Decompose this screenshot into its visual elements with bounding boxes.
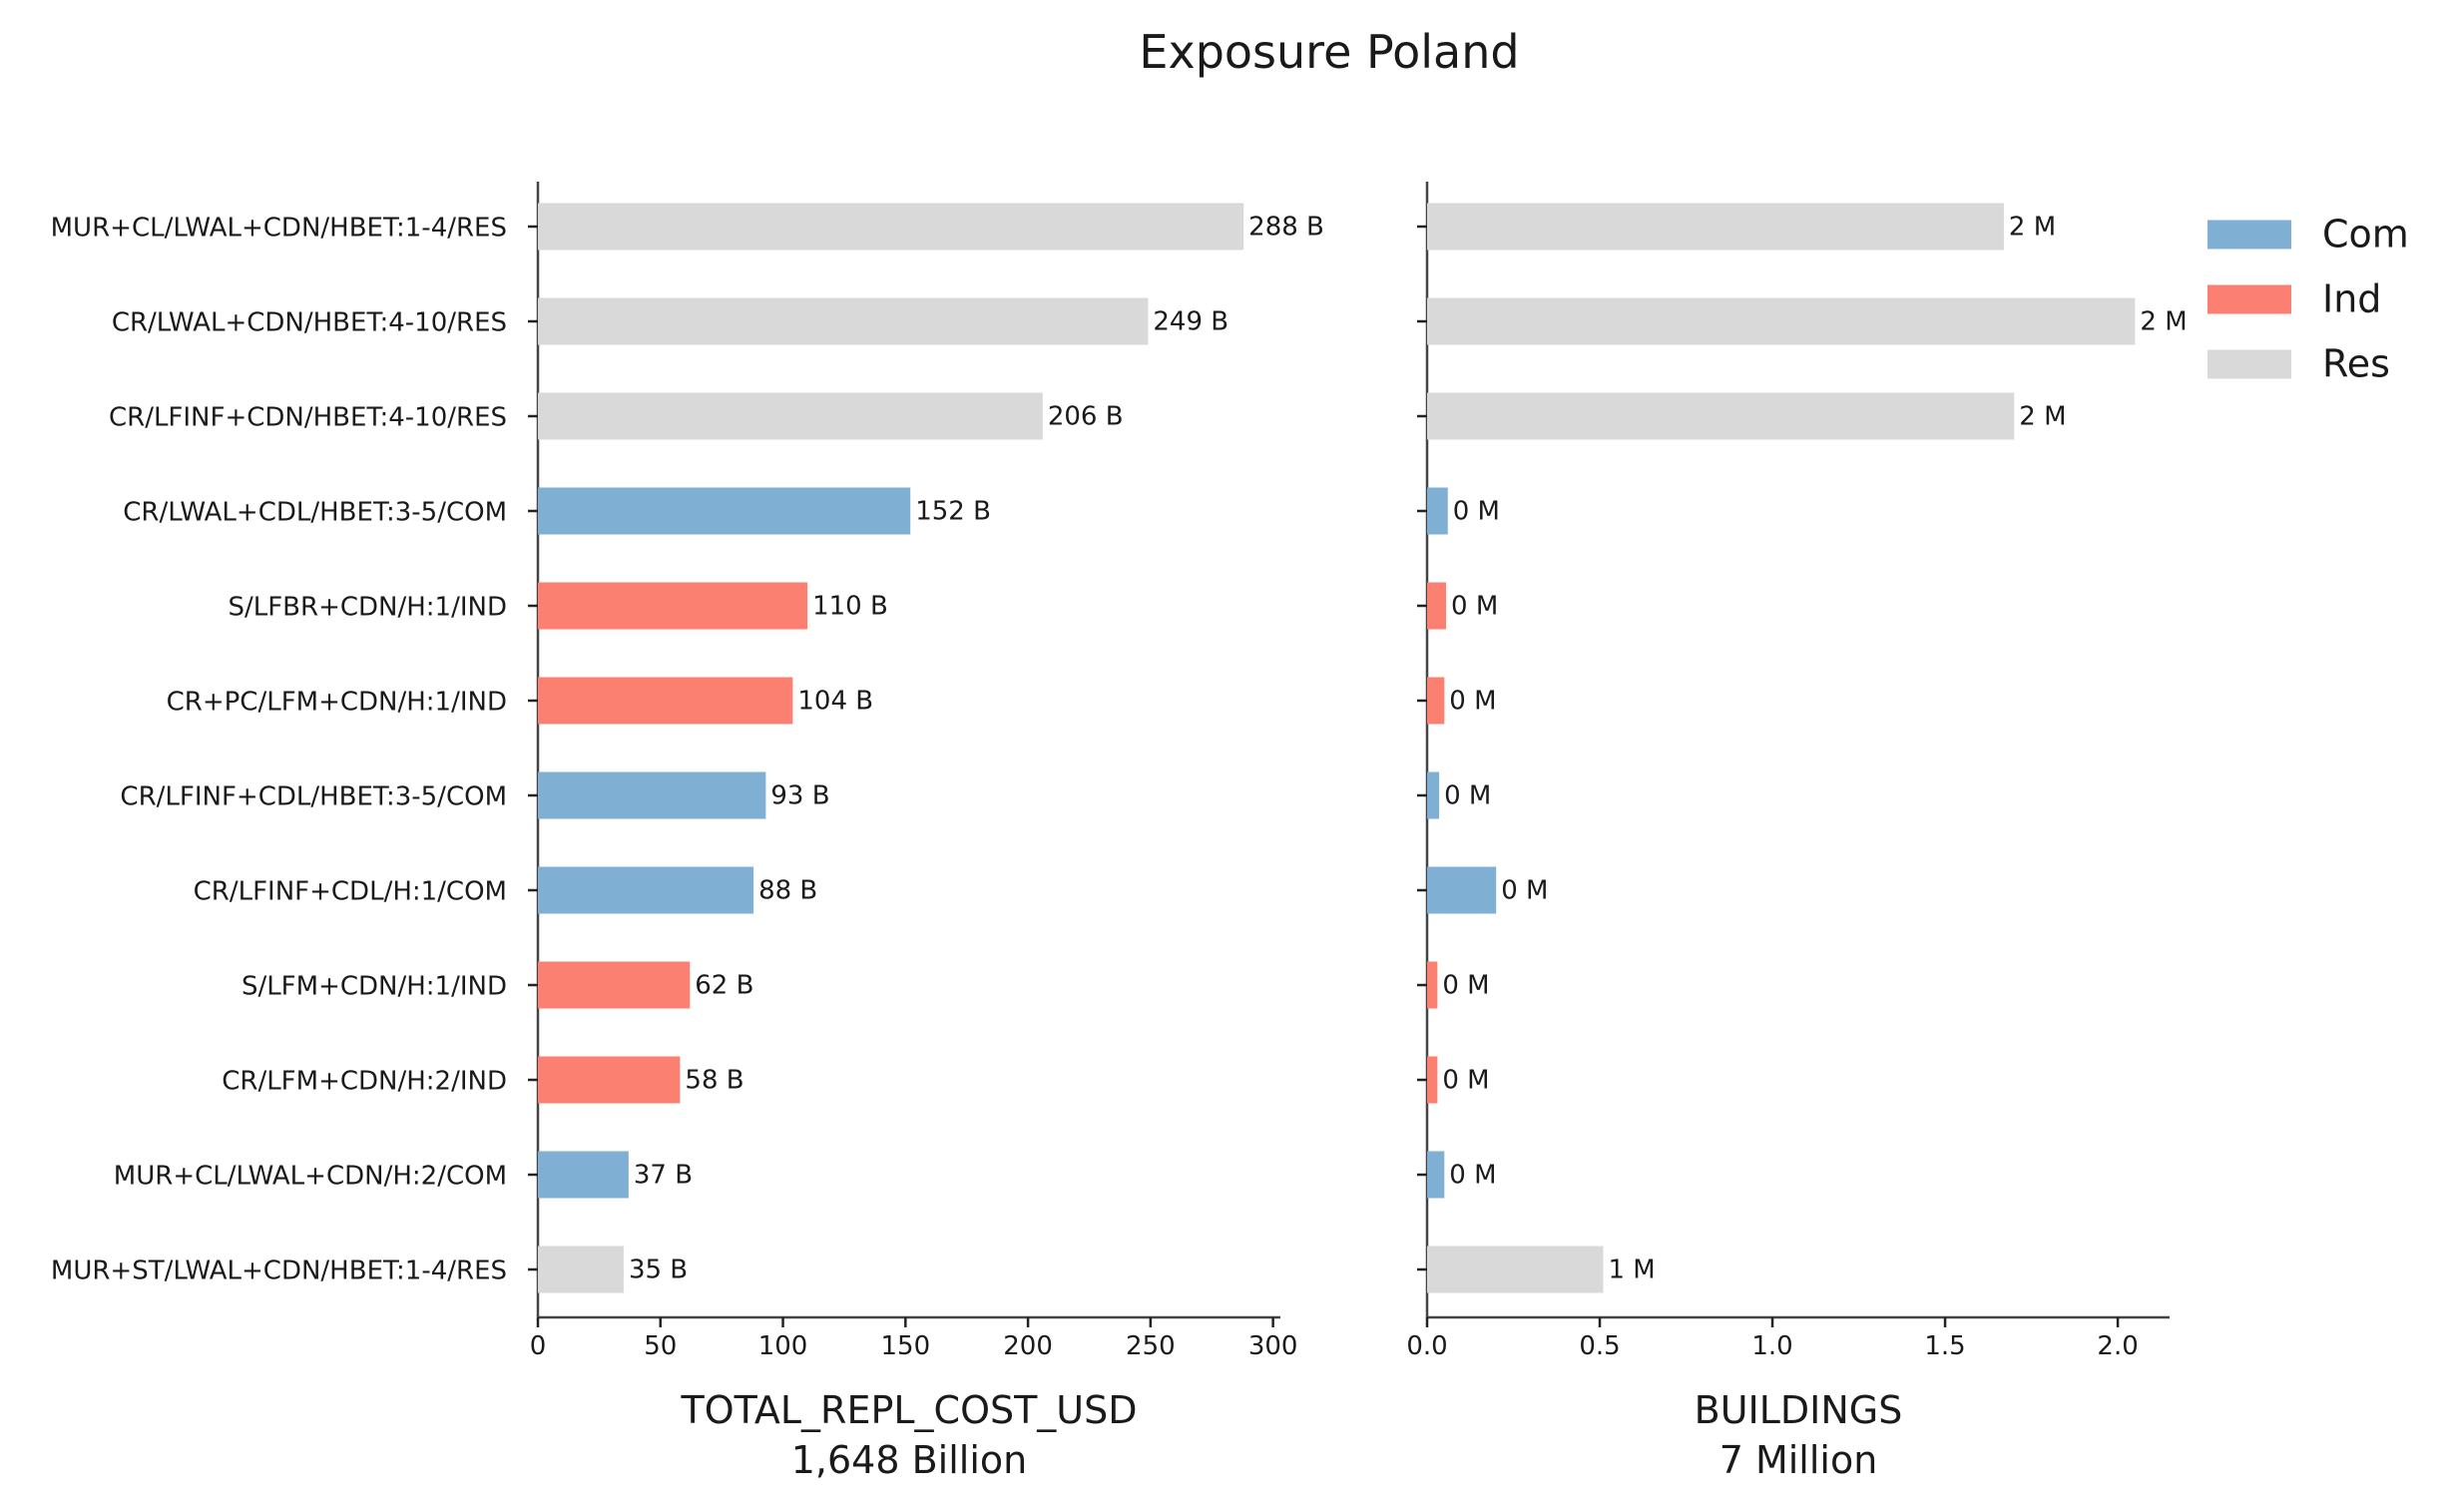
data-label-buildings-12: 1 M	[1608, 1256, 1655, 1285]
bar-cost-7	[538, 771, 766, 819]
data-label-buildings-3: 2 M	[2019, 402, 2066, 432]
x-axis-label-buildings: BUILDINGS	[1695, 1388, 1903, 1432]
chart-title: Exposure Poland	[1139, 25, 1519, 79]
bar-buildings-7	[1427, 771, 1440, 819]
category-label-11: MUR+CL/LWAL+CDN/H:2/COM	[114, 1162, 507, 1192]
category-label-2: CR/LWAL+CDN/HBET:4-10/RES	[112, 308, 507, 338]
data-label-cost-12: 35 B	[629, 1256, 688, 1285]
bar-cost-4	[538, 487, 911, 535]
bar-buildings-5	[1427, 582, 1447, 630]
legend-swatch-com	[2207, 220, 2291, 250]
bar-buildings-12	[1427, 1246, 1604, 1293]
x-tick-label-buildings-4: 2.0	[2097, 1331, 2138, 1361]
x-axis-label-cost: TOTAL_REPL_COST_USD	[680, 1388, 1137, 1432]
bar-cost-2	[538, 297, 1149, 345]
bar-buildings-4	[1427, 487, 1448, 535]
legend-swatch-ind	[2207, 284, 2291, 314]
x-tick-label-cost-0: 0	[530, 1331, 547, 1361]
data-label-cost-5: 110 B	[812, 592, 888, 622]
category-label-5: S/LFBR+CDN/H:1/IND	[228, 593, 507, 623]
x-tick-label-buildings-0: 0.0	[1406, 1331, 1447, 1361]
data-label-cost-8: 88 B	[758, 876, 817, 906]
data-label-cost-2: 249 B	[1153, 307, 1228, 337]
legend-label-res: Res	[2322, 342, 2390, 386]
x-tick-label-cost-6: 300	[1248, 1331, 1298, 1361]
data-label-buildings-7: 0 M	[1444, 781, 1491, 811]
bar-cost-12	[538, 1246, 624, 1293]
legend-swatch-res	[2207, 349, 2291, 379]
bar-buildings-2	[1427, 297, 2136, 345]
bar-buildings-1	[1427, 203, 2004, 251]
bar-cost-10	[538, 1056, 681, 1104]
category-label-7: CR/LFINF+CDL/HBET:3-5/COM	[120, 782, 507, 812]
x-tick-label-cost-1: 50	[644, 1331, 677, 1361]
data-label-buildings-9: 0 M	[1442, 971, 1489, 1001]
data-label-cost-3: 206 B	[1048, 402, 1124, 432]
bar-buildings-9	[1427, 961, 1438, 1009]
category-label-6: CR+PC/LFM+CDN/H:1/IND	[167, 688, 507, 718]
category-label-10: CR/LFM+CDN/H:2/IND	[222, 1067, 507, 1097]
category-label-3: CR/LFINF+CDN/HBET:4-10/RES	[109, 403, 507, 433]
x-axis-total-buildings: 7 Million	[1719, 1438, 1878, 1482]
category-label-1: MUR+CL/LWAL+CDN/HBET:1-4/RES	[51, 214, 507, 244]
x-tick-label-buildings-2: 1.0	[1751, 1331, 1792, 1361]
data-label-buildings-5: 0 M	[1451, 592, 1498, 622]
data-label-cost-4: 152 B	[915, 497, 991, 527]
data-label-cost-9: 62 B	[695, 971, 753, 1001]
bar-buildings-6	[1427, 677, 1445, 725]
x-tick-label-cost-5: 250	[1126, 1331, 1176, 1361]
data-label-buildings-1: 2 M	[2009, 213, 2056, 243]
data-label-cost-10: 58 B	[685, 1066, 743, 1096]
data-label-buildings-4: 0 M	[1453, 497, 1500, 527]
data-label-buildings-6: 0 M	[1449, 687, 1496, 717]
data-label-buildings-8: 0 M	[1501, 876, 1548, 906]
category-label-8: CR/LFINF+CDL/H:1/COM	[194, 877, 507, 907]
data-label-cost-1: 288 B	[1248, 213, 1324, 243]
legend-label-com: Com	[2322, 213, 2409, 256]
x-tick-label-cost-4: 200	[1003, 1331, 1053, 1361]
data-label-buildings-2: 2 M	[2140, 307, 2187, 337]
bar-cost-1	[538, 203, 1244, 251]
data-label-cost-11: 37 B	[634, 1161, 693, 1191]
x-tick-label-buildings-3: 1.5	[1924, 1331, 1965, 1361]
category-label-12: MUR+ST/LWAL+CDN/HBET:1-4/RES	[51, 1257, 507, 1286]
data-label-cost-6: 104 B	[797, 687, 873, 717]
category-label-9: S/LFM+CDN/H:1/IND	[242, 972, 507, 1002]
legend-label-ind: Ind	[2322, 277, 2381, 321]
x-tick-label-cost-2: 100	[758, 1331, 808, 1361]
bar-buildings-8	[1427, 866, 1497, 914]
bar-cost-11	[538, 1151, 629, 1199]
x-tick-label-buildings-1: 0.5	[1579, 1331, 1620, 1361]
category-label-4: CR/LWAL+CDL/HBET:3-5/COM	[123, 498, 507, 528]
data-label-buildings-11: 0 M	[1449, 1161, 1496, 1191]
bar-cost-3	[538, 392, 1043, 440]
bar-cost-8	[538, 866, 754, 914]
bar-buildings-10	[1427, 1056, 1438, 1104]
x-tick-label-cost-3: 150	[880, 1331, 930, 1361]
bar-cost-6	[538, 677, 793, 725]
bar-buildings-3	[1427, 392, 2015, 440]
bar-cost-5	[538, 582, 808, 630]
data-label-cost-7: 93 B	[770, 781, 829, 811]
bar-cost-9	[538, 961, 691, 1009]
x-axis-total-cost: 1,648 Billion	[791, 1438, 1028, 1482]
bar-buildings-11	[1427, 1151, 1445, 1199]
data-label-buildings-10: 0 M	[1442, 1066, 1489, 1096]
